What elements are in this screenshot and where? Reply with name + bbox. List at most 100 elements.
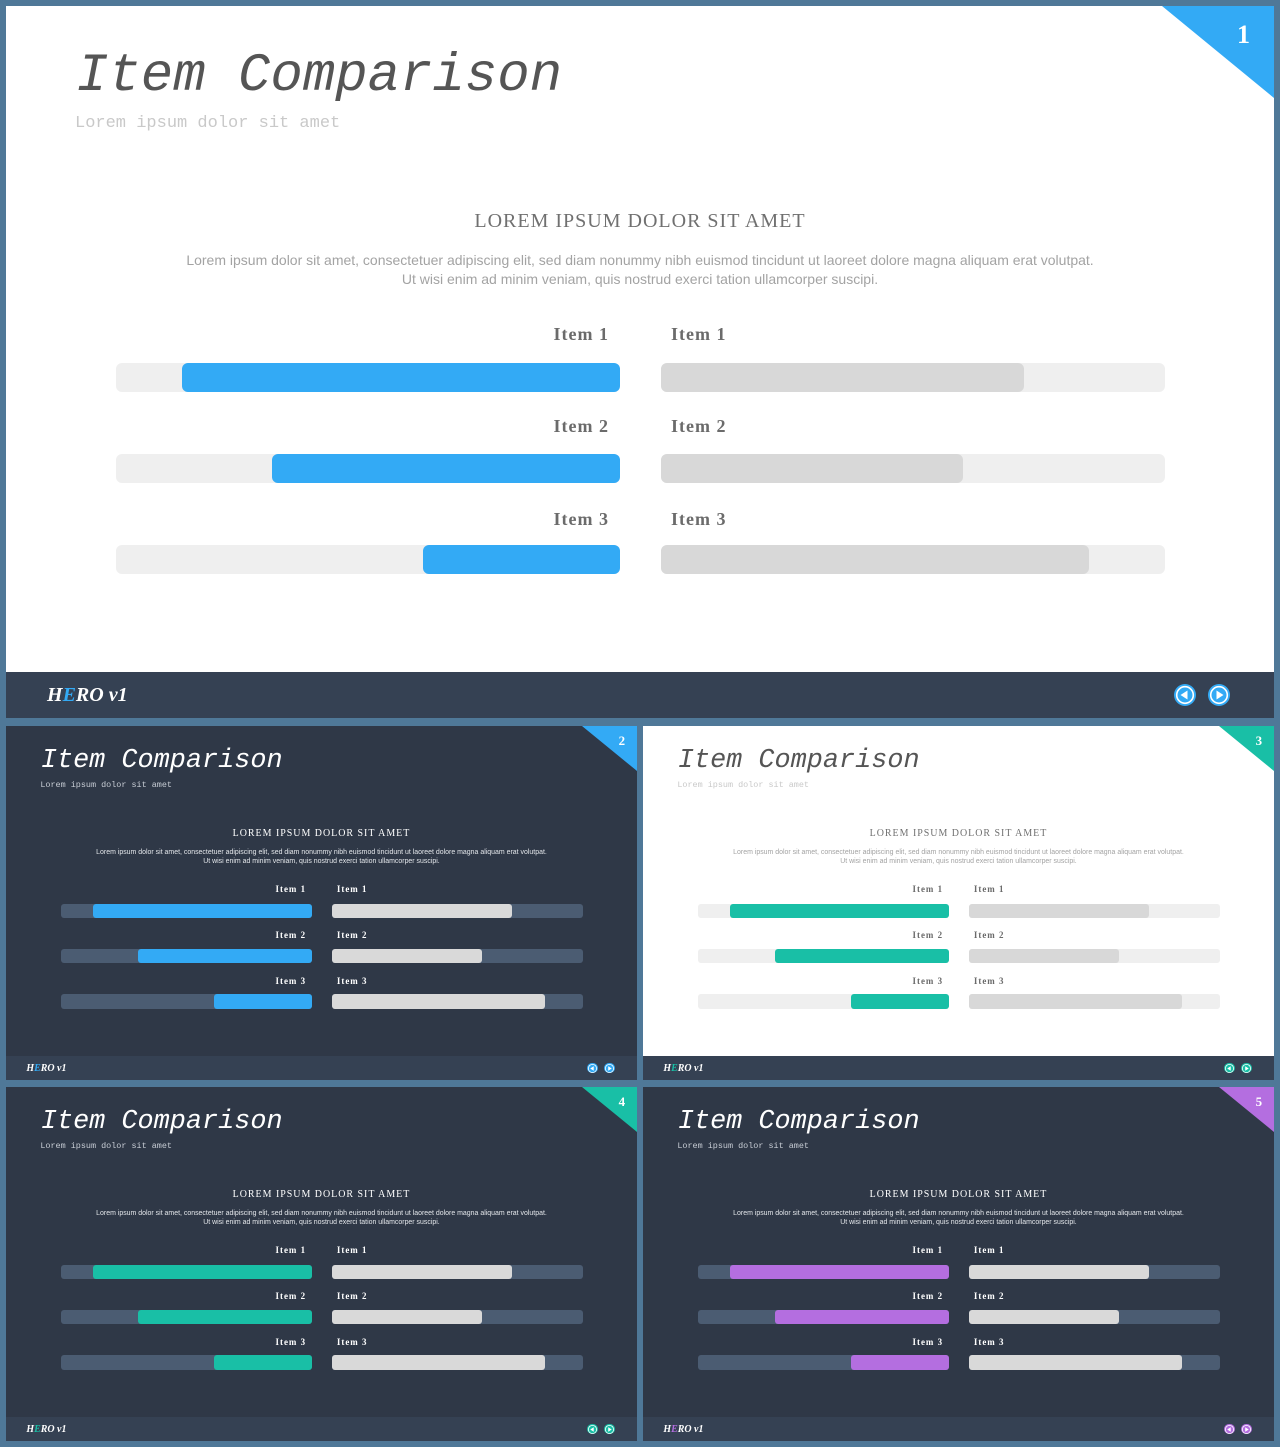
arrow-left-circle-icon[interactable] — [1174, 684, 1196, 706]
slide-number: 1 — [1237, 20, 1250, 49]
hero-logo: HERO v1 — [47, 684, 128, 707]
section-heading: LOREM IPSUM DOLOR SIT AMET — [869, 1188, 1048, 1200]
right-bar-fill — [331, 948, 483, 964]
left-item-label: Item 2 — [553, 416, 609, 436]
logo-letter-h: H — [663, 1062, 672, 1074]
right-bar-fill — [661, 454, 964, 483]
arrow-right-circle-icon — [605, 1063, 615, 1073]
slide-5[interactable]: 5 Item Comparison Lorem ipsum dolor sit am… — [643, 1087, 1274, 1441]
right-item-label: Item 3 — [671, 509, 727, 529]
arrow-right-circle-icon[interactable] — [1208, 684, 1230, 706]
description-text: Lorem ipsum dolor sit amet, consectetuer… — [733, 1209, 1184, 1226]
slide-4[interactable]: 4 Item Comparison Lorem ipsum dolor sit am… — [6, 1087, 637, 1441]
left-bar-track — [697, 1355, 949, 1370]
corner-accent — [1219, 726, 1274, 771]
right-bar-track — [968, 903, 1220, 919]
right-bar-track — [661, 454, 1165, 483]
right-item-label: Item 2 — [336, 930, 368, 941]
slide-footer: HERO v1 — [6, 1417, 637, 1441]
arrow-left-circle-icon[interactable] — [587, 1062, 599, 1074]
logo-letter-e: E — [34, 1423, 41, 1435]
left-bar-track — [697, 948, 949, 964]
slide-title: Item Comparison — [40, 1106, 283, 1137]
slide-number: 4 — [618, 1093, 626, 1109]
left-bar-track — [60, 948, 312, 964]
description-text: Lorem ipsum dolor sit amet, consectetuer… — [186, 252, 1094, 287]
right-bar-fill — [968, 1309, 1120, 1325]
right-bar-fill — [968, 1355, 1183, 1370]
description-text: Lorem ipsum dolor sit amet, consectetuer… — [96, 848, 547, 865]
left-item-label: Item 1 — [275, 1245, 307, 1256]
slide-title: Item Comparison — [76, 46, 563, 107]
hero-logo: HERO v1 — [663, 1063, 703, 1074]
slide-number: 5 — [1255, 1093, 1263, 1109]
right-item-label: Item 3 — [973, 1337, 1005, 1348]
right-bar-track — [331, 948, 583, 964]
left-bar-fill — [93, 903, 312, 919]
left-bar-track — [116, 363, 620, 392]
left-item-label: Item 1 — [912, 884, 944, 895]
left-bar-track — [697, 1264, 949, 1280]
left-bar-track — [697, 903, 949, 919]
arrow-left-circle-icon[interactable] — [1224, 1062, 1236, 1074]
left-bar-track — [60, 1264, 312, 1280]
section-heading: LOREM IPSUM DOLOR SIT AMET — [232, 827, 411, 839]
right-bar-track — [331, 1264, 583, 1280]
right-bar-track — [968, 1264, 1220, 1280]
slide-footer: HERO v1 — [6, 672, 1274, 718]
left-bar-track — [697, 1309, 949, 1325]
left-item-label: Item 3 — [553, 509, 609, 529]
slide-footer: HERO v1 — [643, 1056, 1274, 1080]
slide-1[interactable]: 1 Item Comparison Lorem ipsum dolor sit am… — [6, 6, 1274, 718]
corner-accent — [1219, 1087, 1274, 1132]
slide-subtitle: Lorem ipsum dolor sit amet — [677, 779, 809, 790]
logo-letter-e: E — [34, 1062, 41, 1074]
left-bar-fill — [850, 1355, 949, 1370]
description-text: Lorem ipsum dolor sit amet, consectetuer… — [733, 848, 1184, 865]
arrow-left-circle-icon — [1225, 1424, 1235, 1434]
hero-logo: HERO v1 — [26, 1063, 66, 1074]
arrow-right-circle-icon — [1209, 685, 1229, 705]
hero-logo: HERO v1 — [663, 1424, 703, 1435]
left-item-label: Item 2 — [912, 1291, 944, 1302]
right-bar-fill — [331, 903, 513, 919]
right-bar-track — [331, 1309, 583, 1325]
slide-title: Item Comparison — [40, 745, 283, 776]
left-bar-fill — [93, 1264, 312, 1280]
right-bar-fill — [331, 1309, 483, 1325]
logo-letter-rest: RO v1 — [40, 1062, 67, 1074]
right-bar-fill — [968, 948, 1120, 964]
right-item-label: Item 1 — [336, 1245, 368, 1256]
corner-accent — [1162, 6, 1274, 98]
left-bar-fill — [730, 903, 949, 919]
right-item-label: Item 1 — [973, 1245, 1005, 1256]
slide-2[interactable]: 2 Item Comparison Lorem ipsum dolor sit am… — [6, 726, 637, 1080]
right-item-label: Item 2 — [671, 416, 727, 436]
arrow-left-circle-icon — [1225, 1063, 1235, 1073]
logo-letter-h: H — [26, 1423, 35, 1435]
arrow-right-circle-icon — [1242, 1063, 1252, 1073]
logo-letter-e: E — [671, 1062, 678, 1074]
hero-logo: HERO v1 — [26, 1424, 66, 1435]
left-bar-track — [697, 994, 949, 1009]
logo-letter-h: H — [47, 684, 63, 706]
arrow-left-circle-icon[interactable] — [587, 1423, 599, 1435]
section-heading: LOREM IPSUM DOLOR SIT AMET — [232, 1188, 411, 1200]
left-bar-fill — [850, 994, 949, 1009]
arrow-right-circle-icon[interactable] — [1241, 1423, 1253, 1435]
logo-letter-e: E — [62, 684, 76, 706]
right-item-label: Item 1 — [671, 324, 727, 344]
left-item-label: Item 2 — [275, 1291, 307, 1302]
left-bar-fill — [423, 545, 620, 574]
arrow-right-circle-icon[interactable] — [1241, 1062, 1253, 1074]
right-item-label: Item 3 — [336, 1337, 368, 1348]
slide-3[interactable]: 3 Item Comparison Lorem ipsum dolor sit am… — [643, 726, 1274, 1080]
slide-subtitle: Lorem ipsum dolor sit amet — [40, 1140, 172, 1151]
left-item-label: Item 2 — [275, 930, 307, 941]
left-bar-track — [60, 1355, 312, 1370]
arrow-right-circle-icon[interactable] — [604, 1423, 616, 1435]
arrow-right-circle-icon[interactable] — [604, 1062, 616, 1074]
arrow-left-circle-icon[interactable] — [1224, 1423, 1236, 1435]
right-item-label: Item 2 — [973, 930, 1005, 941]
right-bar-fill — [331, 994, 546, 1009]
